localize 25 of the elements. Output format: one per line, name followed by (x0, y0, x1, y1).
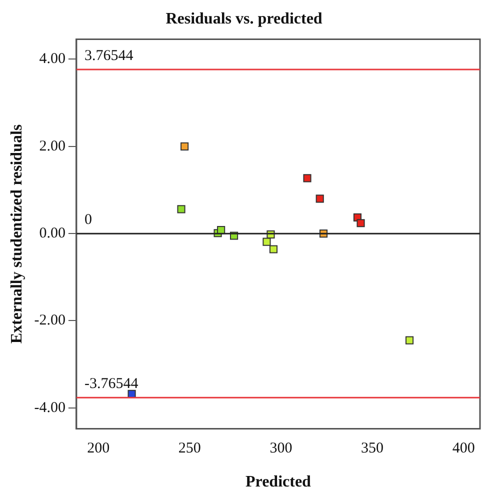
point (262, 238, 271, 246)
point (269, 245, 278, 254)
point (316, 194, 324, 203)
ref-line-label: -3.76544 (84, 376, 139, 392)
y-tick-label: -4.00 (34, 400, 66, 416)
point (303, 174, 312, 182)
x-tick-label: 350 (361, 440, 384, 457)
point (128, 390, 136, 398)
x-tick-label: 200 (87, 440, 110, 457)
point (356, 219, 365, 228)
point (405, 336, 414, 344)
chart-title: Residuals vs. predicted (166, 10, 322, 28)
x-tick-label: 250 (178, 440, 201, 457)
ref-line-label: 0 (84, 212, 92, 228)
x-tick-label: 400 (452, 440, 475, 457)
y-tick-label: 0.00 (39, 226, 66, 242)
y-tick-label: 2.00 (39, 138, 66, 154)
y-tick-label: -2.00 (34, 312, 66, 329)
y-tick-label: 4.00 (39, 51, 66, 68)
point (180, 142, 189, 150)
y-axis-title: Externally studentized residuals (8, 124, 26, 344)
ref-line-label: 3.76544 (84, 48, 134, 64)
x-tick-label: 300 (270, 440, 292, 457)
x-axis-title: Predicted (245, 474, 312, 491)
point (177, 205, 186, 214)
